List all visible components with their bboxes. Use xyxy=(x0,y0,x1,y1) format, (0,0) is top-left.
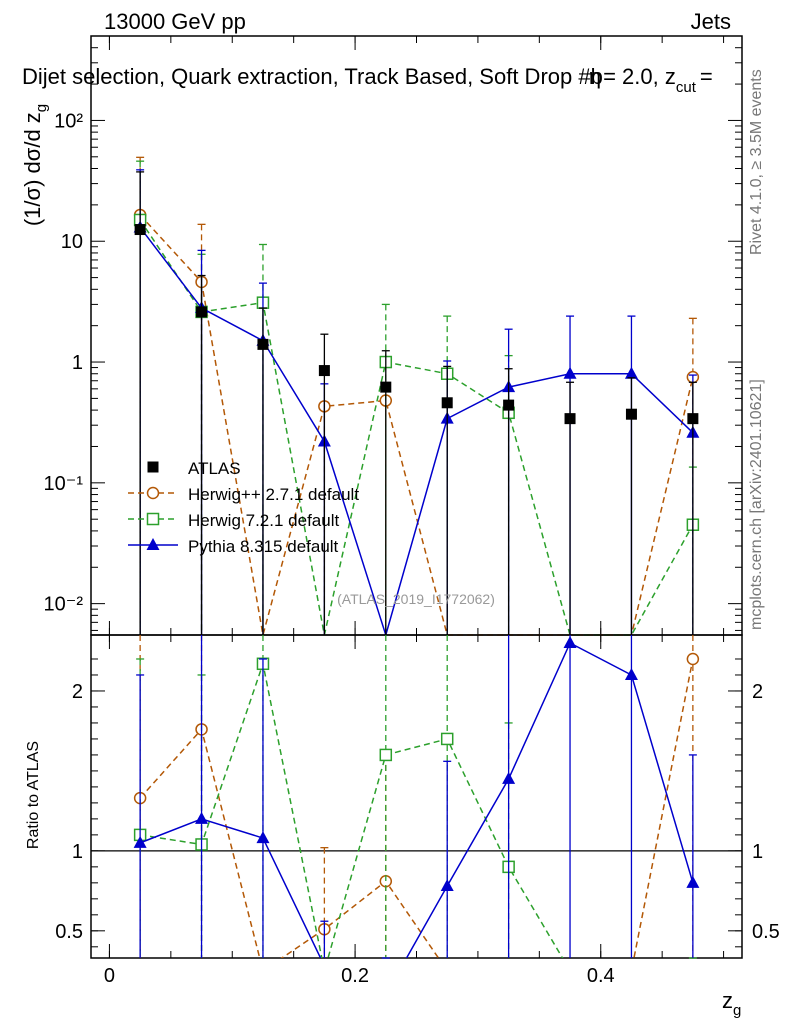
legend-label: Herwig 7.2.1 default xyxy=(188,511,339,530)
main-ytick-label: 10⁻² xyxy=(44,594,84,616)
plot-title: Dijet selection, Quark extraction, Track… xyxy=(22,64,713,96)
ratio-data-point xyxy=(502,771,516,784)
legend-marker xyxy=(146,512,160,526)
legend-item: ATLAS xyxy=(147,459,241,478)
ratio-data-point xyxy=(379,748,393,762)
mcplots-label: mcplots.cern.ch [arXiv:2401.10621] xyxy=(748,379,765,630)
series-line xyxy=(139,214,694,636)
ratio-series-herwig-2-7-1-default xyxy=(133,635,700,958)
ratio-data-point xyxy=(686,875,700,888)
ratio-data-point xyxy=(256,831,270,844)
ratio-ytick-label: 1 xyxy=(72,841,83,863)
data-point xyxy=(441,397,453,409)
series-herwig-2-7-1-default xyxy=(133,156,700,636)
main-ytick-label: 10⁻¹ xyxy=(44,473,84,495)
data-point xyxy=(563,366,577,379)
series-pythia-8-315-default xyxy=(133,169,700,638)
ratio-data-point xyxy=(440,732,454,746)
data-point xyxy=(257,338,269,350)
ratio-data-point xyxy=(195,811,209,824)
main-ylabel: (1/σ) dσ/d zg xyxy=(20,104,50,226)
legend-marker xyxy=(146,486,160,500)
ratio-ytick-label-right: 0.5 xyxy=(752,921,780,943)
data-point xyxy=(624,366,638,379)
legend-label: ATLAS xyxy=(188,459,241,478)
x-tick-label: 0.4 xyxy=(587,965,615,987)
xlabel: zg xyxy=(722,988,741,1019)
ratio-ylabel: Ratio to ATLAS xyxy=(25,741,42,849)
rivet-label: Rivet 4.1.0, ≥ 3.5M events xyxy=(748,69,765,255)
data-point xyxy=(196,306,208,318)
x-tick-label: 0.2 xyxy=(341,965,369,987)
ratio-ytick-label: 2 xyxy=(72,681,83,703)
ratio-data-point xyxy=(563,635,577,648)
data-point xyxy=(687,413,699,425)
main-panel: 10⁻² 10⁻¹ 1 10 10² xyxy=(44,35,743,638)
ratio-data-point xyxy=(686,652,700,666)
legend-label: Herwig++ 2.7.1 default xyxy=(188,485,359,504)
main-ytick-label: 1 xyxy=(72,352,83,374)
legend-marker xyxy=(146,538,160,550)
ratio-series-line xyxy=(139,658,694,958)
ratio-panel: 0 0.2 0.4 0.5 0.5 1 1 2 2 xyxy=(55,634,780,987)
data-point xyxy=(318,365,330,377)
series-herwig-7-2-1-default xyxy=(133,160,700,636)
header-left: 13000 GeV pp xyxy=(104,9,246,34)
legend-marker xyxy=(147,461,159,473)
data-point xyxy=(625,408,637,420)
ratio-series-herwig-7-2-1-default xyxy=(133,635,697,959)
main-ytick-label: 10 xyxy=(61,231,83,253)
header-right: Jets xyxy=(691,9,731,34)
series-atlas xyxy=(134,171,699,635)
ratio-frame xyxy=(90,634,743,959)
ratio-data-point xyxy=(440,879,454,892)
data-point xyxy=(134,224,146,236)
ratio-series-line xyxy=(139,641,694,958)
series-line xyxy=(139,219,694,636)
ratio-data-point xyxy=(624,667,638,680)
ratio-ytick-label-right: 1 xyxy=(752,841,763,863)
data-point xyxy=(380,381,392,393)
ratio-series-line xyxy=(140,660,564,958)
reference-label: (ATLAS_2019_I1772062) xyxy=(337,591,495,607)
legend-label: Pythia 8.315 default xyxy=(188,537,339,556)
ratio-ytick-label: 0.5 xyxy=(55,921,83,943)
ratio-data-point xyxy=(133,835,147,848)
legend-item: Herwig++ 2.7.1 default xyxy=(128,485,359,504)
legend: ATLAS Herwig++ 2.7.1 default Herwig 7.2.1 … xyxy=(128,459,359,556)
x-tick-label: 0 xyxy=(104,965,115,987)
ratio-ytick-label-right: 2 xyxy=(752,681,763,703)
legend-item: Herwig 7.2.1 default xyxy=(128,511,339,530)
ratio-series-pythia-8-315-default xyxy=(133,635,700,959)
legend-item: Pythia 8.315 default xyxy=(128,537,339,556)
data-point xyxy=(564,413,576,425)
main-ytick-label: 10² xyxy=(54,110,83,132)
data-point xyxy=(503,399,515,411)
series-line xyxy=(139,227,694,638)
